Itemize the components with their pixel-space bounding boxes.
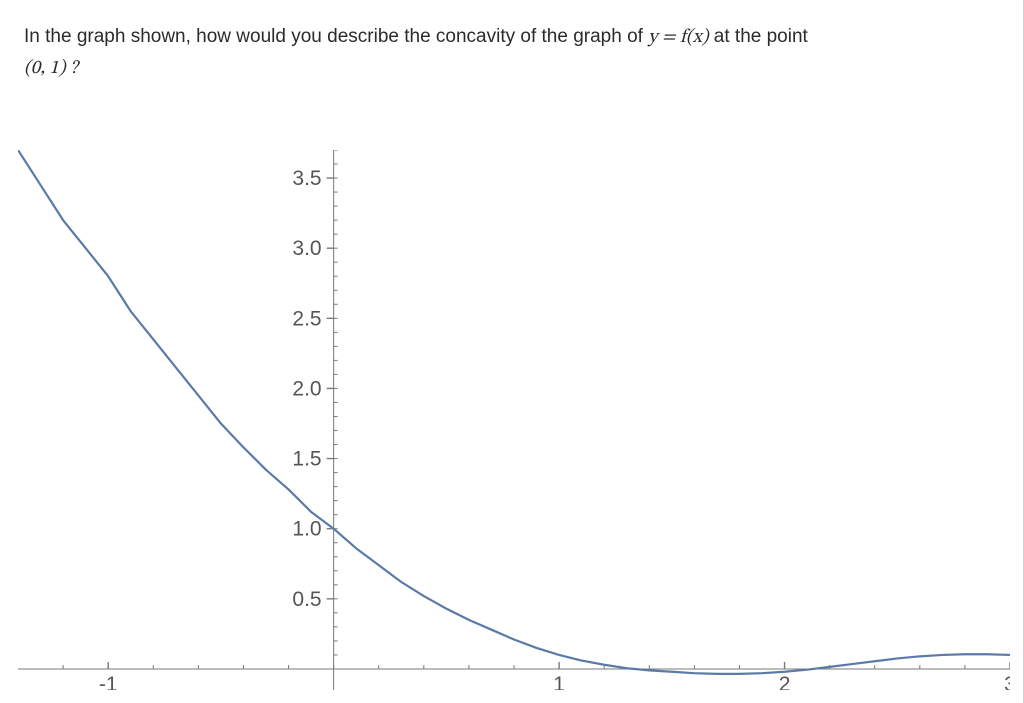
- svg-text:-1: -1: [99, 673, 118, 690]
- svg-text:1.0: 1.0: [292, 518, 321, 541]
- page-container: In the graph shown, how would you descri…: [0, 0, 1024, 703]
- svg-text:3.5: 3.5: [292, 167, 321, 190]
- svg-text:2.5: 2.5: [292, 307, 321, 330]
- question-equation: y = f(x): [648, 28, 708, 47]
- svg-text:2: 2: [779, 673, 791, 690]
- svg-text:1.5: 1.5: [292, 448, 321, 471]
- svg-text:0.5: 0.5: [292, 588, 321, 611]
- chart-container: -1 1 2 3 0.5 1.0 1.5 2.0 2.5 3.0 3.5: [18, 150, 1010, 690]
- svg-text:3: 3: [1004, 673, 1010, 690]
- question-prefix: In the graph shown, how would you descri…: [24, 26, 648, 47]
- svg-text:2.0: 2.0: [292, 377, 321, 400]
- question-suffix: at the point: [714, 26, 808, 47]
- svg-text:1: 1: [553, 673, 565, 690]
- concavity-chart: -1 1 2 3 0.5 1.0 1.5 2.0 2.5 3.0 3.5: [18, 150, 1010, 690]
- svg-text:3.0: 3.0: [292, 237, 321, 260]
- question-point: (0, 1) ?: [24, 59, 78, 78]
- question-text: In the graph shown, how would you descri…: [24, 22, 995, 85]
